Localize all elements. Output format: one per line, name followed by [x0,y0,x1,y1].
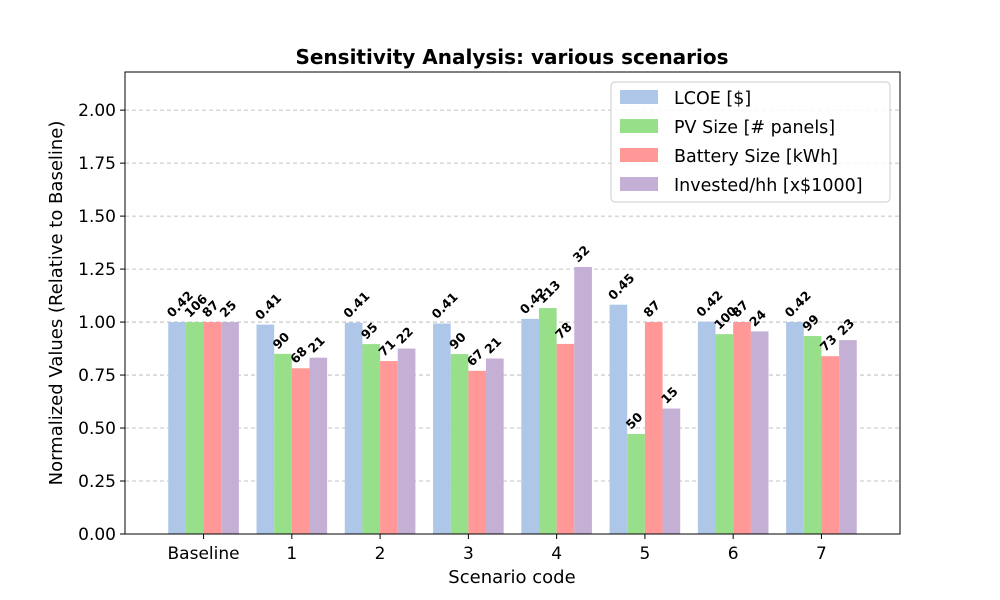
legend-swatch [620,90,658,104]
y-axis-label: Normalized Values (Relative to Baseline) [46,121,67,486]
bar [521,318,539,534]
bar [256,324,275,534]
legend-box [610,81,891,203]
legend-swatch [620,119,658,133]
legend-swatch [620,148,658,162]
bar [274,353,292,534]
y-tick-label: 1.00 [78,313,116,333]
legend-label: Battery Size [kWh] [674,147,838,167]
bars-group [168,266,857,534]
bar [821,356,840,534]
bar [221,322,239,534]
bar [839,340,857,534]
y-tick-label: 1.75 [78,154,116,174]
y-axis-ticks: 0.00 0.25 0.50 0.75 1.00 1.25 1.50 1.75 2.00 [78,101,125,545]
bar [203,322,222,534]
x-tick-label: 7 [816,544,827,564]
y-tick-label: 0.00 [78,525,116,545]
bar [362,344,381,534]
y-tick-label: 2.00 [78,101,116,121]
bar [450,354,469,534]
x-tick-label: 3 [463,544,474,564]
bar [168,322,186,534]
x-tick-label: Baseline [168,544,240,564]
legend-label: Invested/hh [x$1000] [674,176,863,196]
bar [309,357,328,534]
bar [574,266,592,534]
x-axis-label: Scenario code [448,567,575,588]
legend: LCOE [$] PV Size [# panels] Battery Size [… [610,81,891,203]
x-axis-ticks: Baseline 1 2 3 4 5 6 7 [168,534,827,564]
x-tick-label: 6 [728,544,739,564]
bar [644,322,663,534]
y-tick-label: 0.25 [78,472,116,492]
bar [291,368,310,534]
bar [538,308,557,534]
legend-label: PV Size [# panels] [674,118,835,138]
bar [344,322,363,534]
bar [803,336,822,534]
bar [750,331,769,534]
x-tick-label: 2 [375,544,386,564]
bar [486,358,504,534]
chart-title: Sensitivity Analysis: various scenarios [295,45,728,69]
bar [733,322,751,534]
bar [609,304,628,534]
bar [627,433,645,534]
x-tick-label: 1 [286,544,297,564]
bar [556,343,575,534]
bar [697,321,716,534]
bar [662,408,681,534]
y-tick-label: 0.75 [78,366,116,386]
bar [715,334,734,534]
bar [786,322,804,534]
bar [433,323,451,534]
y-tick-label: 1.50 [78,207,116,227]
bar [397,348,416,534]
legend-label: LCOE [$] [674,89,751,109]
y-tick-label: 1.25 [78,260,116,280]
bar [468,370,487,534]
bar [185,322,204,534]
x-tick-label: 5 [639,544,650,564]
y-tick-label: 0.50 [78,419,116,439]
plot-frame [124,71,901,535]
x-tick-label: 4 [551,544,562,564]
bar [380,361,398,534]
legend-swatch [620,177,658,191]
